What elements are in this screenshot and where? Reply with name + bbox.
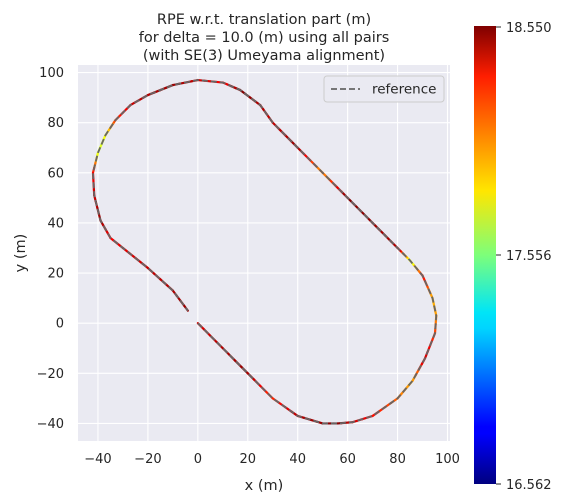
y-tick-label: 40 xyxy=(47,216,64,231)
y-axis-ticks: −40 −20 0 20 40 60 80 100 xyxy=(37,66,64,432)
colorbar-label-mid: 17.556 xyxy=(506,249,552,264)
title-line-2: for delta = 10.0 (m) using all pairs xyxy=(139,30,390,46)
legend: reference xyxy=(323,75,445,103)
y-tick-label: 0 xyxy=(56,317,64,332)
chart-title: RPE w.r.t. translation part (m) for delt… xyxy=(139,12,390,64)
legend-box xyxy=(323,75,445,103)
grid-lines xyxy=(78,65,450,441)
colorbar: 18.550 17.556 16.562 xyxy=(474,21,552,493)
y-tick-label: −40 xyxy=(37,417,64,432)
x-tick-label: −20 xyxy=(134,452,161,467)
y-tick-label: −20 xyxy=(37,367,64,382)
legend-reference-label: reference xyxy=(372,82,436,98)
x-tick-label: 20 xyxy=(239,452,256,467)
colorbar-gradient xyxy=(474,26,496,484)
y-axis-label: y (m) xyxy=(13,234,29,273)
colorbar-label-max: 18.550 xyxy=(506,21,552,36)
plot-area xyxy=(78,65,450,441)
y-tick-label: 80 xyxy=(47,116,64,131)
x-tick-label: 100 xyxy=(435,452,460,467)
x-tick-label: −40 xyxy=(84,452,111,467)
x-tick-label: 0 xyxy=(194,452,202,467)
y-tick-label: 20 xyxy=(47,267,64,282)
title-line-3: (with SE(3) Umeyama alignment) xyxy=(143,48,385,64)
y-tick-label: 100 xyxy=(39,66,64,81)
reference-trajectory-line xyxy=(92,79,438,425)
x-tick-label: 80 xyxy=(389,452,406,467)
x-axis-label: x (m) xyxy=(245,478,284,494)
x-axis-ticks: −40 −20 0 20 40 60 80 100 xyxy=(84,452,460,467)
colorbar-label-min: 16.562 xyxy=(506,478,552,493)
x-tick-label: 60 xyxy=(339,452,356,467)
x-tick-label: 40 xyxy=(289,452,306,467)
title-line-1: RPE w.r.t. translation part (m) xyxy=(157,12,371,28)
y-tick-label: 60 xyxy=(47,166,64,181)
